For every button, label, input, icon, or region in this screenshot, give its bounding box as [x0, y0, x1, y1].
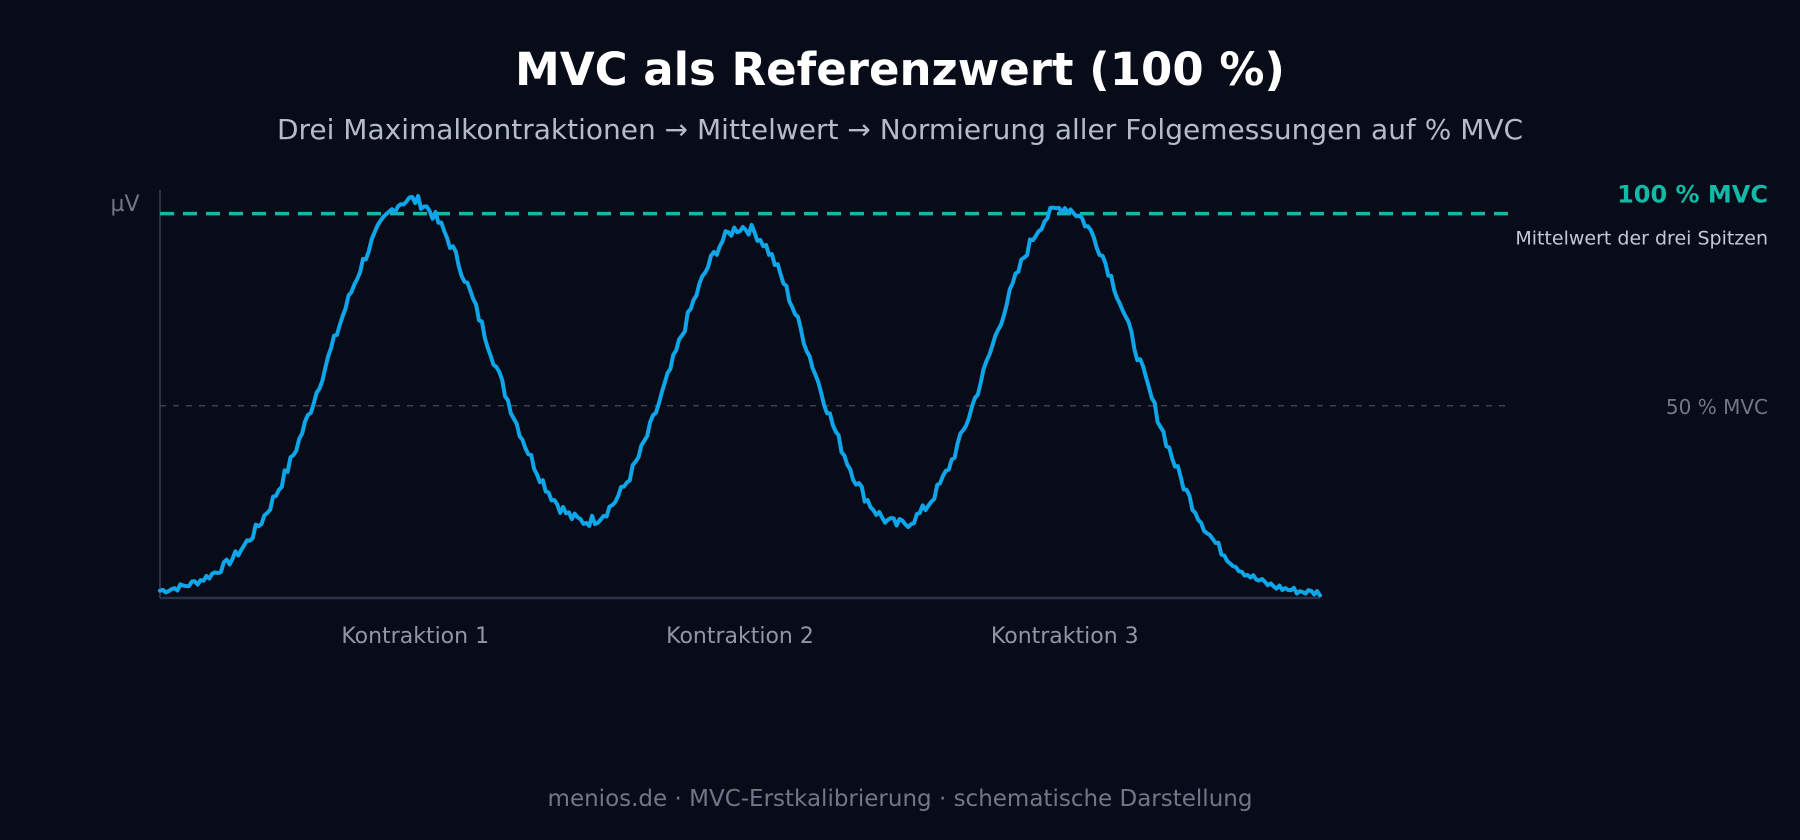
x-tick-label-3: Kontraktion 3 [991, 624, 1139, 649]
mvc-50-label: 50 % MVC [1666, 395, 1768, 419]
mvc-100-sublabel: Mittelwert der drei Spitzen [1515, 228, 1768, 250]
mvc-100-label: 100 % MVC [1617, 181, 1768, 209]
reference-lines: 100 % MVC Mittelwert der drei Spitzen 50 %… [160, 181, 1768, 419]
chart-title: MVC als Referenzwert (100 %) [514, 43, 1286, 96]
x-tick-label-2: Kontraktion 2 [666, 624, 814, 649]
chart-subtitle: Drei Maximalkontraktionen → Mittelwert →… [276, 113, 1524, 146]
y-axis-label: µV [110, 192, 139, 217]
x-tick-label-1: Kontraktion 1 [341, 624, 489, 649]
axes: µV [110, 190, 1320, 600]
series-layer [158, 194, 1322, 598]
emg-signal-line [158, 194, 1322, 598]
footer-note: menios.de · MVC-Erstkalibrierung · schem… [547, 786, 1253, 812]
x-axis-labels: Kontraktion 1 Kontraktion 2 Kontraktion 3 [341, 624, 1138, 649]
